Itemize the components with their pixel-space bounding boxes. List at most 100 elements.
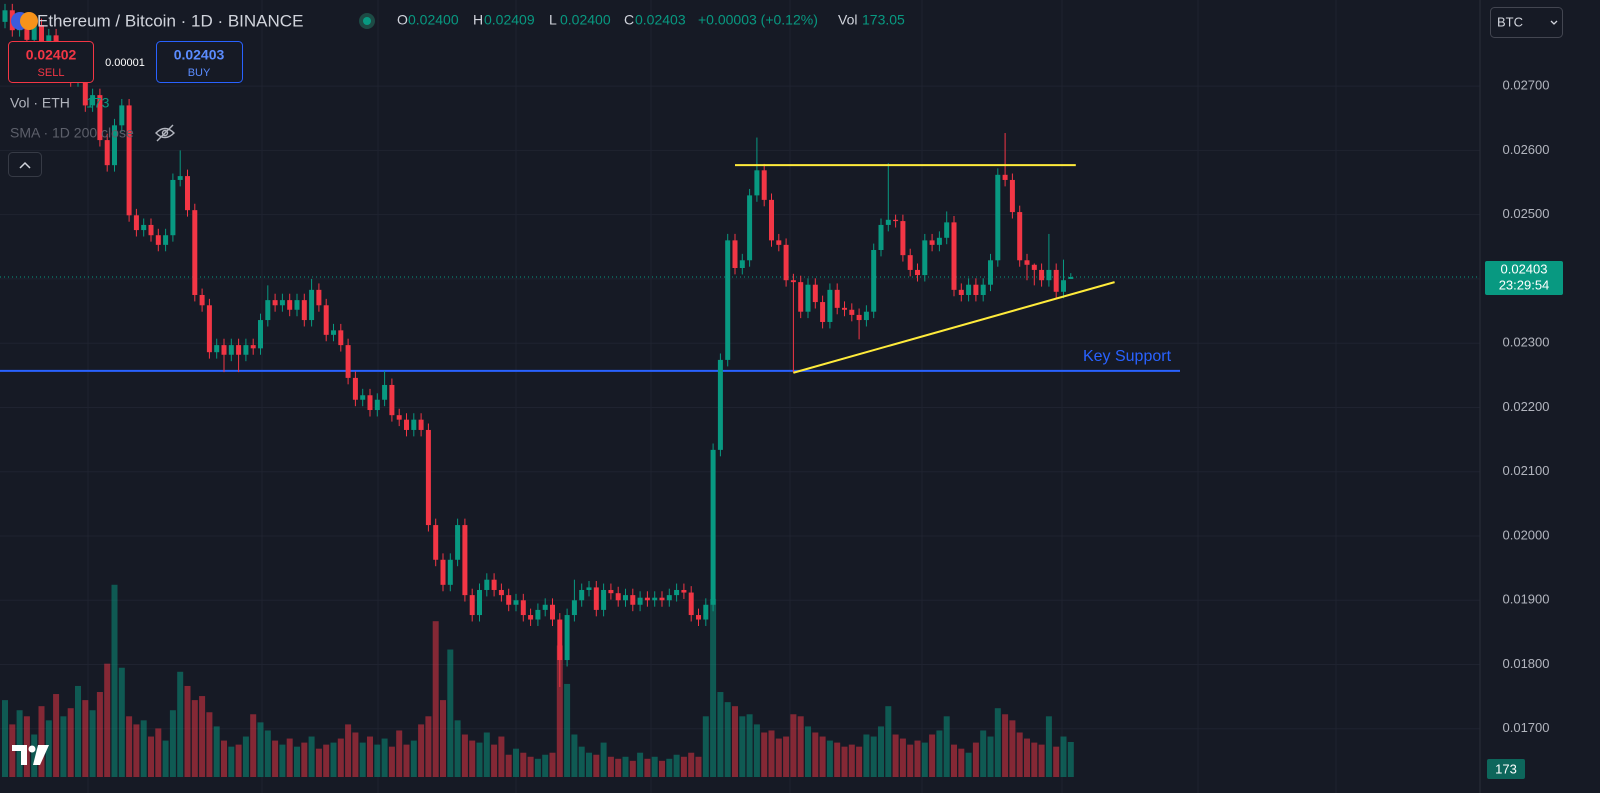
candle-body bbox=[936, 237, 942, 245]
volume-bar bbox=[826, 740, 833, 777]
logo bbox=[12, 745, 49, 765]
volume-bar bbox=[790, 714, 797, 777]
volume-bar bbox=[169, 710, 176, 777]
candle-body bbox=[842, 307, 847, 310]
volume-bar bbox=[921, 742, 928, 777]
candle-body bbox=[112, 125, 117, 166]
candle-body bbox=[404, 419, 409, 430]
volume-bar bbox=[418, 724, 425, 777]
volume-bar bbox=[629, 760, 636, 777]
volume-bar bbox=[250, 714, 257, 777]
volume-bar bbox=[272, 740, 279, 777]
candle-body bbox=[360, 395, 366, 400]
volume-bar bbox=[89, 710, 96, 777]
candle-body bbox=[82, 70, 88, 106]
candle-body bbox=[863, 311, 869, 321]
volume-bar bbox=[16, 710, 23, 777]
volume-bar bbox=[1031, 742, 1038, 777]
collapse-button[interactable] bbox=[8, 152, 42, 177]
candle-body bbox=[659, 597, 665, 601]
volume-bar bbox=[819, 736, 826, 777]
volume-bar bbox=[761, 732, 768, 777]
volume-bar bbox=[571, 734, 578, 777]
hidden-icon[interactable] bbox=[155, 124, 175, 142]
candle-body bbox=[389, 384, 395, 416]
volume-bar bbox=[885, 706, 892, 777]
volume-bar bbox=[1016, 732, 1023, 777]
currency: BTC bbox=[1497, 14, 1523, 29]
candle-body bbox=[338, 330, 344, 346]
volume-bar bbox=[264, 730, 271, 777]
y-tick-label: 0.02700 bbox=[1503, 78, 1550, 93]
volume-bar bbox=[556, 645, 563, 777]
last-price-box bbox=[1485, 260, 1563, 295]
volume-bar bbox=[315, 748, 322, 777]
volume-bar bbox=[564, 683, 571, 777]
candle-body bbox=[674, 589, 680, 596]
candle-body bbox=[90, 95, 96, 106]
volume-bar bbox=[148, 736, 154, 777]
volume-bar bbox=[863, 734, 870, 777]
candle-body bbox=[652, 597, 658, 601]
symbol[interactable]: Ethereum / Bitcoin · 1D · BINANCE bbox=[37, 11, 303, 30]
currency-select[interactable] bbox=[1490, 7, 1563, 38]
candle-body bbox=[1068, 276, 1074, 279]
symbol-icon bbox=[20, 12, 38, 30]
candle-body bbox=[309, 289, 315, 321]
ohlc-key: O bbox=[397, 12, 408, 28]
volume-bar bbox=[228, 746, 235, 777]
candle-body bbox=[535, 609, 541, 620]
candle-body bbox=[352, 377, 358, 400]
candle-body bbox=[265, 300, 271, 321]
candle-body bbox=[550, 604, 555, 620]
volume-bar bbox=[1045, 716, 1052, 777]
candle-body bbox=[703, 604, 709, 620]
volume-bar bbox=[301, 742, 308, 777]
candle-body bbox=[944, 222, 950, 238]
volume-bar bbox=[410, 740, 417, 777]
candle-body bbox=[958, 289, 964, 295]
candle-body bbox=[345, 345, 351, 378]
candle-body bbox=[170, 179, 176, 236]
candle-body bbox=[915, 269, 920, 276]
ohlc-value: 0.02409 bbox=[484, 12, 535, 28]
volume-bar bbox=[892, 734, 899, 777]
candle-body bbox=[236, 345, 242, 355]
volume-bar bbox=[45, 720, 52, 777]
candle-body bbox=[520, 600, 526, 616]
volume-bar bbox=[805, 726, 811, 777]
candle-body bbox=[571, 600, 577, 616]
candle-body bbox=[228, 345, 234, 355]
volume-bar bbox=[155, 728, 162, 777]
candle-body bbox=[133, 215, 139, 231]
volume-bar bbox=[425, 716, 432, 777]
buy-button[interactable] bbox=[156, 41, 243, 83]
candle-body bbox=[46, 35, 52, 45]
candle-body bbox=[637, 597, 643, 605]
candle-body bbox=[250, 345, 256, 349]
candle-body bbox=[97, 95, 103, 141]
volume-bar bbox=[104, 663, 111, 777]
candle-body bbox=[418, 419, 424, 430]
candle-body bbox=[834, 289, 840, 308]
candle-body bbox=[382, 384, 388, 400]
volume-bar bbox=[637, 752, 644, 777]
candle-body bbox=[542, 604, 548, 610]
candle-body bbox=[856, 314, 862, 321]
volume-bar bbox=[797, 716, 804, 777]
candle-body bbox=[1046, 269, 1052, 281]
volume-bar bbox=[622, 756, 629, 777]
candle-body bbox=[805, 284, 811, 312]
indicator-name[interactable]: SMA · 1D 200 close bbox=[10, 125, 134, 141]
candle-body bbox=[214, 345, 220, 353]
volume-bar bbox=[2, 700, 8, 777]
support-label: Key Support bbox=[1083, 348, 1172, 365]
volume-bar bbox=[67, 708, 74, 777]
volume-bar bbox=[513, 748, 519, 777]
y-tick-label: 0.02100 bbox=[1503, 463, 1550, 478]
indicator-name[interactable]: Vol · ETH bbox=[10, 95, 70, 111]
sell-button[interactable] bbox=[8, 41, 94, 83]
volume-bar bbox=[958, 748, 965, 777]
time-grid bbox=[87, 0, 1337, 793]
volume-bar bbox=[644, 758, 651, 777]
